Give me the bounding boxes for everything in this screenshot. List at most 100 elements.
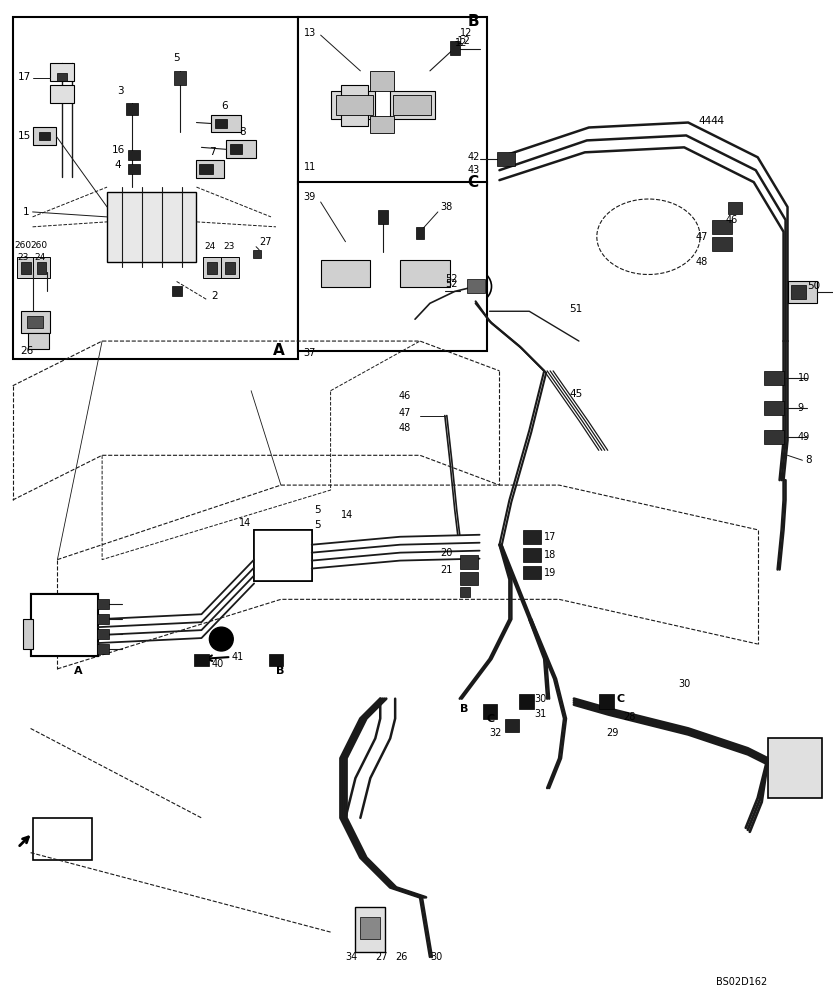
Bar	[225, 262, 235, 274]
Text: 26: 26	[395, 952, 407, 962]
Text: 5: 5	[314, 520, 320, 530]
Text: 11: 11	[303, 162, 316, 172]
Text: 8: 8	[805, 455, 812, 465]
Text: 8: 8	[239, 127, 246, 137]
Bar	[97, 644, 109, 654]
Text: 27: 27	[375, 952, 388, 962]
Circle shape	[375, 264, 395, 283]
Bar	[298, 182, 487, 351]
Bar	[21, 311, 50, 333]
Text: -12: -12	[455, 36, 471, 46]
Bar	[506, 719, 519, 732]
Bar	[58, 73, 68, 81]
Bar	[196, 160, 224, 178]
Bar	[355, 907, 385, 952]
Bar	[460, 572, 477, 585]
Bar	[523, 548, 541, 562]
Text: B: B	[460, 704, 468, 714]
Bar	[378, 210, 388, 224]
Text: 47: 47	[398, 408, 410, 418]
Text: 48: 48	[696, 257, 707, 267]
Text: 30: 30	[534, 694, 547, 704]
Text: 30: 30	[430, 952, 442, 962]
Bar	[335, 95, 374, 115]
Text: 27: 27	[259, 237, 272, 247]
Text: 10: 10	[798, 373, 810, 383]
Text: 1: 1	[23, 207, 29, 217]
Text: 34: 34	[345, 952, 358, 962]
Text: 13: 13	[303, 28, 316, 38]
Bar	[450, 41, 460, 55]
Text: 12: 12	[455, 38, 467, 48]
Text: B: B	[276, 666, 284, 676]
Bar	[31, 594, 98, 656]
Text: 26: 26	[21, 346, 34, 356]
Text: 19: 19	[544, 568, 557, 578]
Text: 43: 43	[467, 165, 480, 175]
Bar	[519, 694, 534, 709]
Text: 5: 5	[314, 505, 320, 515]
Bar	[21, 262, 31, 274]
Text: 16: 16	[112, 145, 125, 155]
Bar	[50, 63, 74, 81]
Bar	[216, 119, 227, 128]
Text: 23: 23	[223, 242, 235, 251]
Bar	[97, 629, 109, 639]
Text: A: A	[74, 666, 83, 676]
Text: 15: 15	[18, 131, 31, 141]
Text: 24: 24	[34, 253, 46, 262]
Bar	[230, 144, 242, 154]
Text: 5: 5	[174, 53, 181, 63]
Text: 20: 20	[440, 548, 452, 558]
Bar	[254, 530, 312, 581]
Text: 12: 12	[460, 28, 472, 38]
Text: 260: 260	[15, 241, 32, 250]
Bar	[523, 530, 541, 544]
Circle shape	[209, 627, 233, 651]
Circle shape	[371, 96, 395, 120]
Text: 31: 31	[534, 709, 547, 719]
Text: 41: 41	[232, 652, 243, 662]
Text: 24: 24	[205, 242, 216, 251]
Text: 21: 21	[440, 565, 452, 575]
Bar	[330, 91, 375, 119]
Bar	[17, 257, 34, 278]
Bar	[523, 566, 541, 579]
Bar	[38, 132, 50, 140]
Bar	[128, 150, 140, 160]
Bar	[599, 694, 614, 709]
Text: 49: 49	[798, 432, 810, 442]
Bar	[227, 140, 256, 158]
Bar	[764, 371, 783, 385]
Text: 44: 44	[698, 116, 711, 126]
Bar	[253, 250, 261, 258]
Bar	[33, 127, 56, 145]
Bar	[393, 95, 431, 115]
Bar	[497, 152, 515, 166]
Bar	[340, 85, 369, 126]
Bar	[128, 164, 140, 174]
Bar	[23, 619, 33, 649]
Bar	[171, 286, 181, 296]
Bar	[764, 430, 783, 444]
Text: 40: 40	[212, 659, 224, 669]
Text: 52: 52	[445, 274, 457, 284]
Bar	[269, 654, 283, 666]
Bar	[712, 220, 732, 234]
Bar	[200, 164, 213, 174]
Bar	[482, 704, 497, 719]
Bar	[254, 530, 312, 581]
Text: 46: 46	[398, 391, 410, 401]
Text: 14: 14	[340, 510, 353, 520]
Bar	[212, 115, 241, 132]
Text: C: C	[487, 714, 495, 724]
Text: 17: 17	[544, 532, 557, 542]
Bar	[97, 599, 109, 609]
Text: A: A	[273, 343, 285, 358]
Text: 4: 4	[114, 160, 120, 170]
Text: 46: 46	[726, 215, 738, 225]
Bar	[222, 257, 239, 278]
Text: 3: 3	[117, 86, 124, 96]
Text: BS02D162: BS02D162	[716, 977, 767, 987]
Bar	[37, 262, 47, 274]
